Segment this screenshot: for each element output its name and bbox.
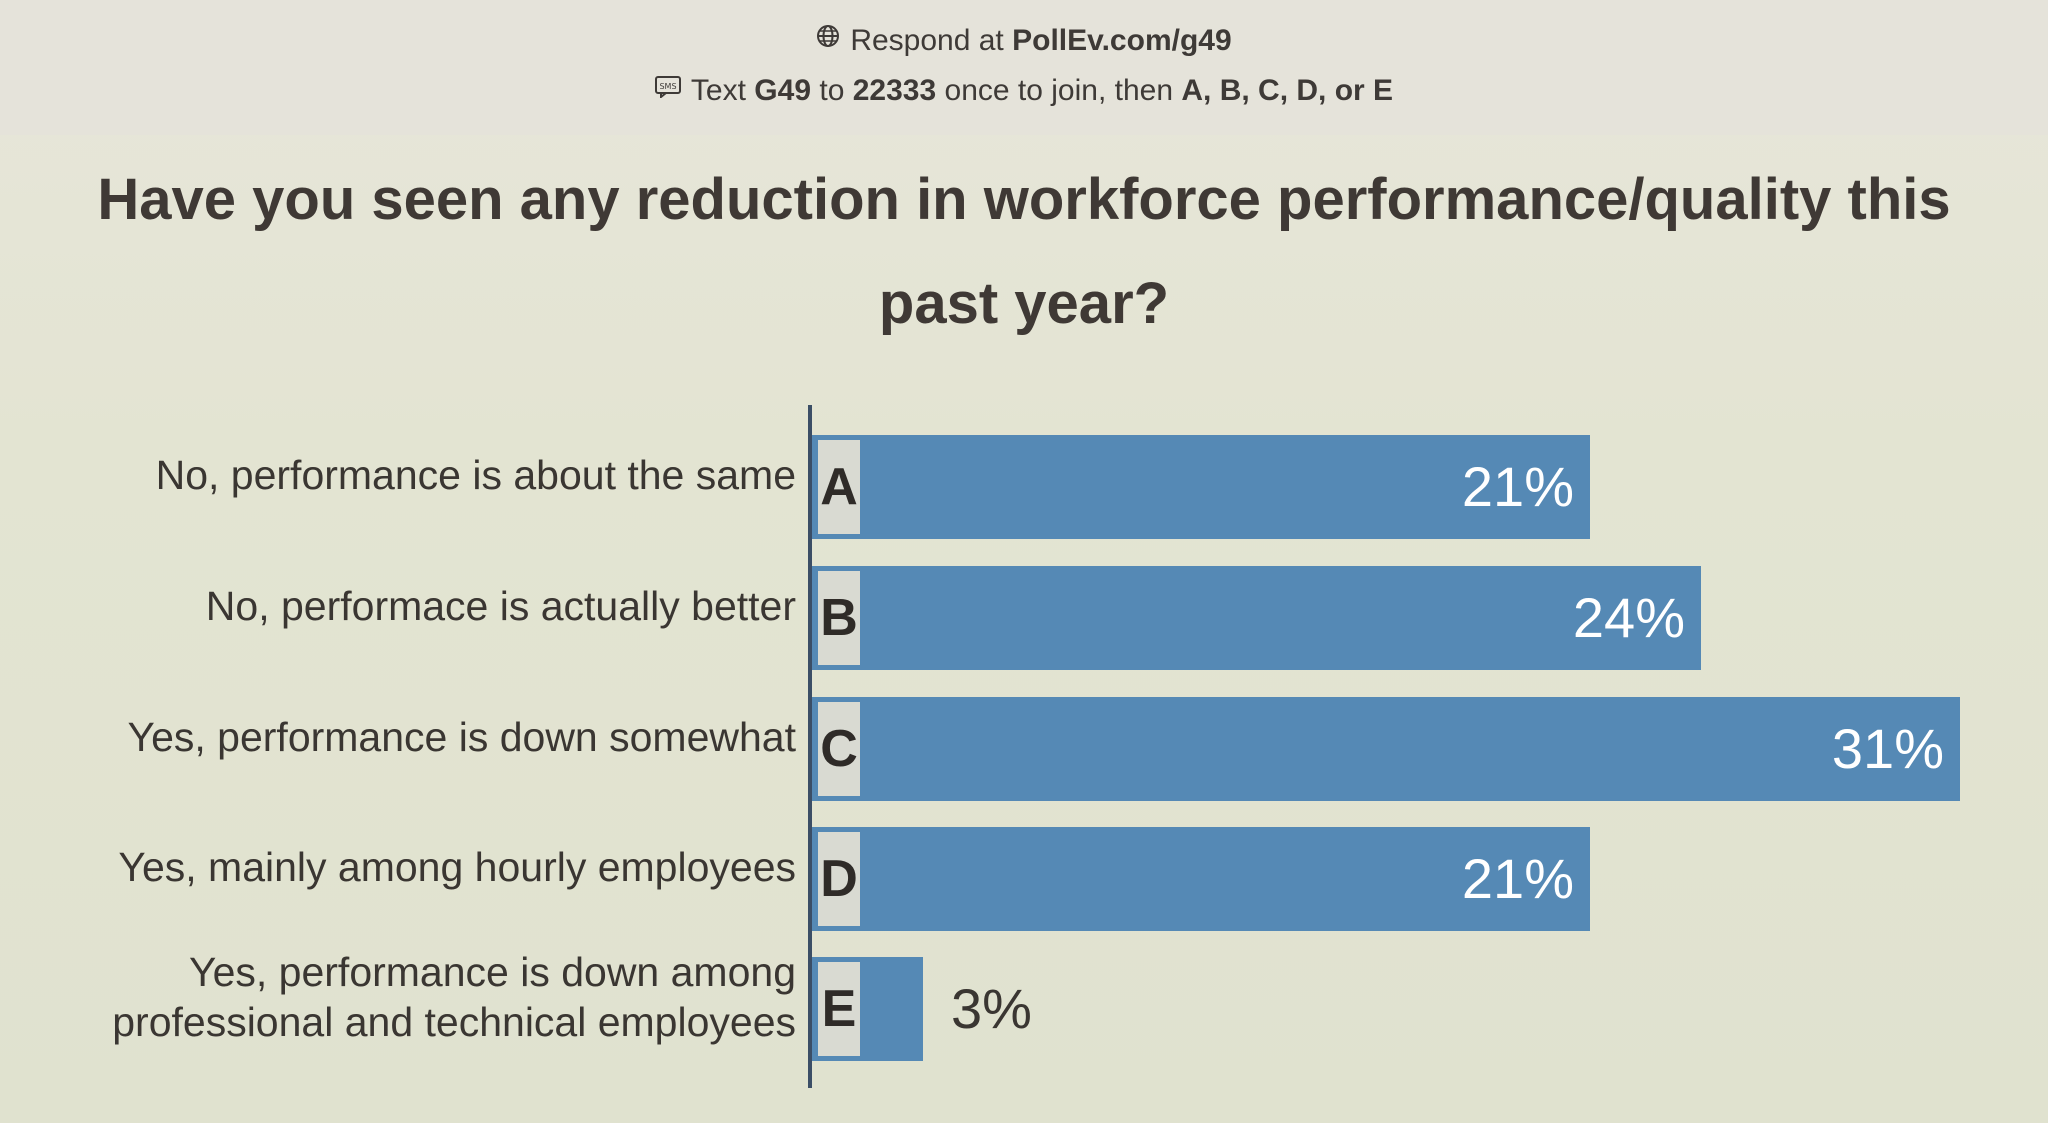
category-label-line: Yes, mainly among hourly employees <box>118 844 796 890</box>
bar-b <box>812 566 1701 670</box>
category-label-line: Yes, performance is down somewhat <box>127 714 797 760</box>
bar-d <box>812 827 1590 931</box>
svg-text:SMS: SMS <box>659 82 676 91</box>
text-instructions-line: SMS Text G49 to 22333 once to join, then… <box>0 74 2048 109</box>
category-label-line: No, performace is actually better <box>205 583 796 629</box>
value-label-d: 21% <box>1461 847 1574 910</box>
value-label-b: 24% <box>1572 586 1685 649</box>
option-letter-e: E <box>818 962 860 1056</box>
text-code: G49 <box>754 74 812 107</box>
category-label-line: Yes, performance is down among <box>189 949 796 995</box>
value-label-c: 31% <box>1831 717 1944 780</box>
bar-c <box>812 697 1960 801</box>
option-letter-b: B <box>818 571 860 665</box>
category-label-d: Yes, mainly among hourly employees <box>36 842 796 892</box>
poll-question-title: Have you seen any reduction in workforce… <box>97 167 1951 336</box>
value-label-e: 3% <box>951 977 1032 1040</box>
poll-instructions-band <box>0 0 2048 135</box>
respond-at-line: Respond at PollEv.com/g49 <box>0 24 2048 59</box>
option-letter-d: D <box>818 832 860 926</box>
category-label-c: Yes, performance is down somewhat <box>36 712 797 762</box>
globe-icon <box>816 22 840 56</box>
chart-axis-line <box>808 405 812 1088</box>
category-label-line: professional and technical employees <box>112 999 796 1045</box>
category-label-b: No, performace is actually better <box>36 581 796 631</box>
category-label-a: No, performance is about the same <box>36 450 796 500</box>
text-to: to <box>819 74 845 107</box>
respond-url-link[interactable]: PollEv.com/g49 <box>1012 24 1232 57</box>
category-label-line: No, performance is about the same <box>155 452 796 498</box>
option-letter-c: C <box>818 702 860 796</box>
text-prefix: Text <box>690 74 746 107</box>
category-label-e: Yes, performance is down among profession… <box>36 947 796 1047</box>
respond-prefix: Respond at <box>850 24 1004 57</box>
value-label-a: 21% <box>1461 455 1574 518</box>
text-options: A, B, C, D, or E <box>1181 74 1394 107</box>
option-letter-a: A <box>818 440 860 534</box>
text-middle: once to join, then <box>944 74 1174 107</box>
sms-icon: SMS <box>654 72 681 106</box>
text-number: 22333 <box>852 74 937 107</box>
bar-a <box>812 435 1590 539</box>
